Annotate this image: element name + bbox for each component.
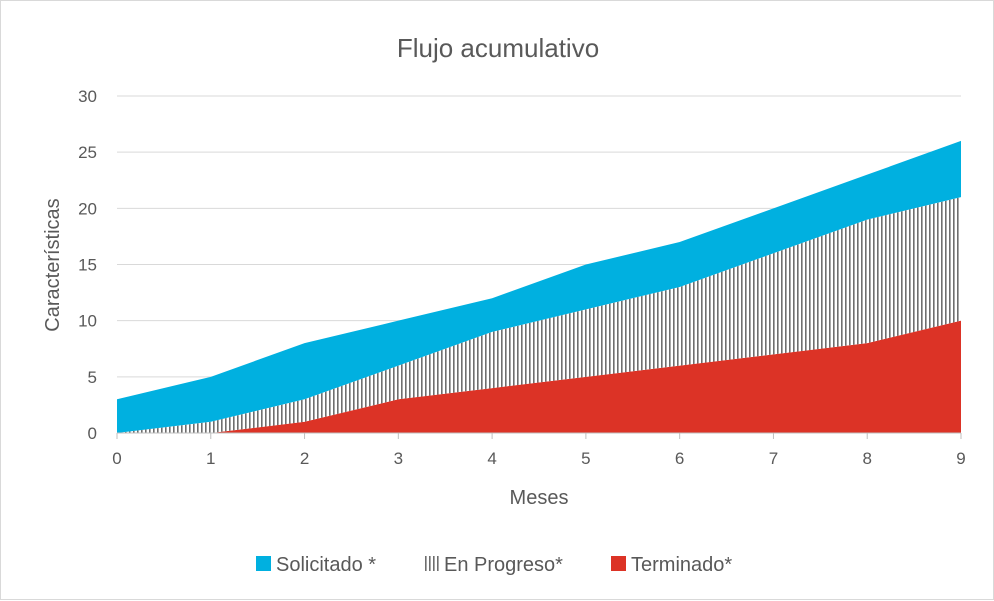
x-tick-label: 3 <box>394 449 403 468</box>
x-axis-label: Meses <box>510 487 569 509</box>
legend-swatch <box>424 556 439 571</box>
legend-swatch <box>256 556 271 571</box>
legend-swatch <box>611 556 626 571</box>
x-tick-label: 4 <box>487 449 496 468</box>
legend: Solicitado * En Progreso* Terminado* <box>256 554 732 576</box>
x-tick-label: 0 <box>112 449 121 468</box>
x-tick-label: 9 <box>956 449 965 468</box>
chart-title: Flujo acumulativo <box>397 33 599 63</box>
legend-label: En Progreso* <box>444 554 563 576</box>
area-terminado <box>117 320 961 433</box>
x-tick-label: 8 <box>862 449 871 468</box>
y-axis-label: Características <box>42 198 64 331</box>
y-tick-label: 30 <box>78 87 97 106</box>
y-tick-label: 0 <box>88 424 97 443</box>
legend-label: Terminado* <box>631 554 732 576</box>
y-tick-label: 25 <box>78 143 97 162</box>
y-tick-label: 5 <box>88 368 97 387</box>
x-tick-label: 7 <box>769 449 778 468</box>
y-tick-label: 20 <box>78 199 97 218</box>
legend-label: Solicitado * <box>276 554 376 576</box>
area-solicitado <box>117 140 961 433</box>
x-tick-label: 2 <box>300 449 309 468</box>
y-tick-label: 10 <box>78 312 97 331</box>
y-tick-label: 15 <box>78 256 97 275</box>
x-tick-label: 6 <box>675 449 684 468</box>
x-tick-label: 5 <box>581 449 590 468</box>
area-en-progreso <box>117 197 961 433</box>
x-tick-label: 1 <box>206 449 215 468</box>
